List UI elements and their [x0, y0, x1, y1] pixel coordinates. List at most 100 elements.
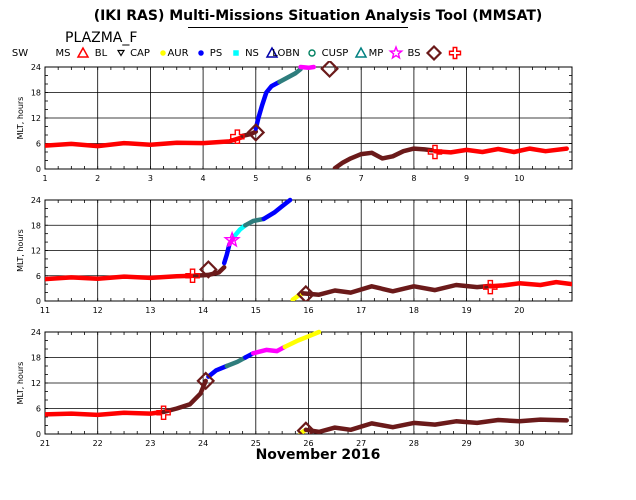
legend-label: BS	[407, 48, 420, 59]
x-tick-label: 27	[356, 439, 366, 448]
marker-diamond	[246, 123, 266, 142]
x-tick-label: 3	[148, 174, 153, 183]
x-tick-label: 18	[409, 306, 419, 315]
legend-label: LOBN	[272, 48, 299, 59]
series-aur	[253, 79, 282, 131]
legend-entry-bs: BS	[407, 44, 443, 62]
y-tick-label: 6	[36, 140, 41, 149]
x-tick-label: 19	[462, 306, 472, 315]
x-tick-label: 15	[251, 306, 261, 315]
marker-cross	[230, 129, 245, 144]
x-tick-label: 12	[93, 306, 103, 315]
legend-label: AUR	[167, 48, 188, 59]
x-tick-label: 29	[462, 439, 472, 448]
marker-diamond	[296, 421, 316, 434]
x-tick-label: 24	[198, 439, 208, 448]
series-bs	[300, 282, 493, 297]
legend-entry-cusp: CUSP	[322, 46, 368, 59]
legend-symbol	[116, 49, 126, 57]
marker-cross	[156, 405, 171, 421]
series-sw	[45, 273, 198, 282]
legend-entry-aur: AUR	[167, 48, 204, 59]
title-underline	[188, 27, 408, 28]
y-tick-label: 18	[31, 354, 41, 363]
legend-symbol	[233, 50, 239, 56]
x-tick-label: 28	[409, 439, 419, 448]
series-aur	[206, 363, 230, 379]
legend-entry-ms: MS	[56, 46, 90, 59]
series-sw	[432, 146, 569, 155]
series-group	[45, 329, 569, 434]
legend-entry-cap: CAP	[130, 48, 166, 59]
series-aur	[261, 197, 293, 222]
legend-entry-ps: PS	[210, 48, 239, 59]
x-tick-label: 4	[201, 174, 206, 183]
panel-2: 11 12 13 14 15 16 17 18 19 20 0 6 12 18 24 MLT, hours	[16, 196, 573, 315]
legend-label: CUSP	[322, 48, 349, 59]
instrument-label: PLAZMA_F	[65, 30, 138, 46]
month-label: November 2016	[255, 447, 381, 463]
series-bs	[192, 265, 227, 279]
series-group	[45, 197, 572, 301]
y-tick-label: 0	[36, 297, 41, 306]
y-tick-label: 6	[36, 272, 41, 281]
y-axis-label: MLT, hours	[16, 97, 25, 140]
x-tick-label: 14	[198, 306, 208, 315]
y-tick-label: 0	[36, 165, 41, 174]
legend-symbol	[425, 44, 443, 62]
x-tick-label: 10	[514, 174, 524, 183]
y-tick-label: 12	[31, 247, 41, 256]
x-tick-label: 30	[514, 439, 524, 448]
legend-symbol	[448, 46, 462, 60]
x-tick-label: 13	[145, 306, 155, 315]
legend-entry-sw: SW	[12, 48, 28, 59]
marker-diamond	[320, 61, 339, 79]
marker-star	[223, 230, 241, 248]
chart-title: (IKI RAS) Multi-Missions Situation Analy…	[93, 8, 543, 24]
x-tick-label: 11	[40, 306, 50, 315]
legend-label: NS	[245, 48, 259, 59]
y-tick-label: 0	[36, 430, 41, 439]
legend-label: BL	[95, 48, 108, 59]
x-tick-label: 22	[93, 439, 103, 448]
legend-entry-ns: NS	[245, 46, 279, 59]
series-ps	[232, 223, 248, 239]
x-tick-label: 5	[253, 174, 258, 183]
x-tick-label: 17	[356, 306, 366, 315]
marker-diamond	[296, 284, 316, 301]
x-tick-label: 20	[514, 306, 524, 315]
x-tick-label: 26	[303, 439, 313, 448]
y-tick-label: 12	[31, 114, 41, 123]
legend-label: CAP	[130, 48, 150, 59]
x-tick-label: 1	[42, 174, 47, 183]
marker-cross	[483, 279, 498, 295]
marker-diamond	[196, 371, 216, 391]
series-lobn	[224, 355, 248, 369]
y-tick-label: 24	[31, 63, 41, 72]
series-sw	[488, 279, 572, 289]
plot-frame	[44, 331, 573, 435]
legend-label: PS	[210, 48, 222, 59]
legend-entry-cross	[448, 46, 462, 60]
marker-diamond	[199, 260, 218, 279]
y-tick-label: 6	[36, 405, 41, 414]
marker-cross	[185, 268, 200, 284]
series-bs	[303, 417, 569, 434]
legend-label: SW	[12, 48, 28, 59]
x-tick-label: 9	[464, 174, 469, 183]
series-mp	[298, 64, 317, 71]
series-aur	[221, 241, 232, 266]
grid	[44, 66, 573, 170]
x-tick-label: 25	[251, 439, 261, 448]
legend-symbol	[388, 45, 404, 60]
series-cap	[282, 329, 322, 350]
legend: SW MS BL CAP AUR PS NS LOBN CUSP MP BS	[12, 44, 462, 62]
x-tick-label: 6	[306, 174, 311, 183]
x-tick-label: 8	[411, 174, 416, 183]
legend-symbol	[160, 50, 166, 56]
legend-entry-lobn: LOBN	[272, 48, 316, 59]
plot-frame	[44, 199, 573, 302]
series-bs	[161, 378, 208, 415]
